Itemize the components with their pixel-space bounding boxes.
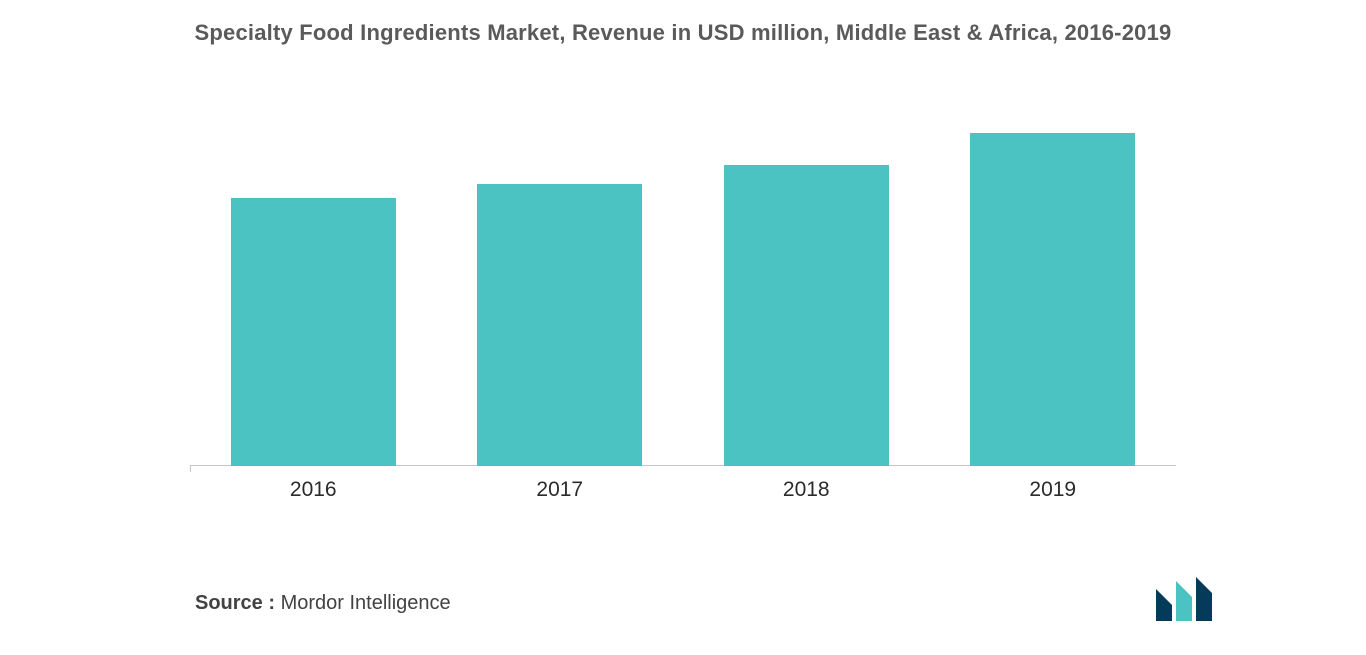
- plot-area: 2016 2017 2018 2019: [70, 96, 1296, 466]
- bar-1: [477, 184, 642, 466]
- bar-2: [724, 165, 889, 466]
- chart-title: Specialty Food Ingredients Market, Reven…: [70, 20, 1296, 46]
- bar-3: [970, 133, 1135, 466]
- logo-bars: [1156, 577, 1212, 621]
- bar-group-0: 2016: [231, 198, 396, 466]
- axis-tick: [190, 466, 191, 472]
- bar-label-0: 2016: [290, 478, 337, 502]
- bar-group-2: 2018: [724, 165, 889, 466]
- chart-container: Specialty Food Ingredients Market, Reven…: [0, 0, 1366, 655]
- bar-0: [231, 198, 396, 466]
- bar-group-1: 2017: [477, 184, 642, 466]
- bar-group-3: 2019: [970, 133, 1135, 466]
- source-line: Source : Mordor Intelligence: [195, 592, 451, 615]
- bar-label-3: 2019: [1029, 478, 1076, 502]
- source-label: Source :: [195, 592, 275, 614]
- bar-label-2: 2018: [783, 478, 830, 502]
- source-value: Mordor Intelligence: [275, 592, 451, 614]
- mordor-logo-icon: [1154, 577, 1226, 625]
- bar-label-1: 2017: [536, 478, 583, 502]
